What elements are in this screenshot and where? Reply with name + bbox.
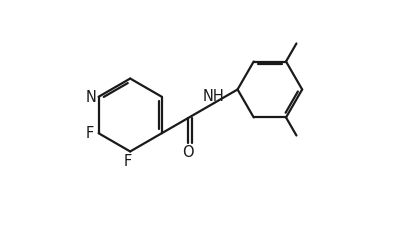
Text: F: F bbox=[124, 154, 132, 169]
Text: N: N bbox=[85, 89, 96, 104]
Text: NH: NH bbox=[202, 88, 224, 103]
Text: O: O bbox=[182, 145, 193, 160]
Text: F: F bbox=[86, 126, 94, 141]
